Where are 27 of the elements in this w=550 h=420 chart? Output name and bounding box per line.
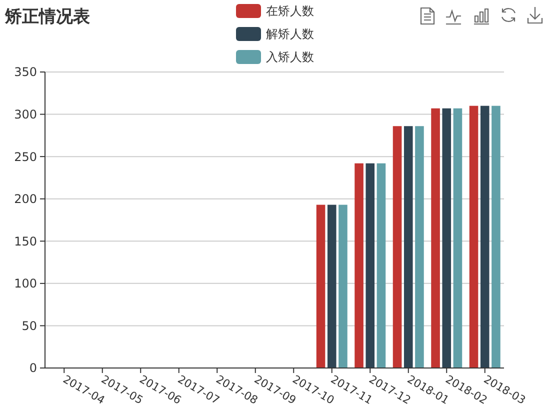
y-tick-label: 0 bbox=[29, 361, 37, 376]
bar bbox=[431, 108, 440, 368]
bar bbox=[453, 108, 462, 368]
legend-label: 入矫人数 bbox=[266, 50, 314, 64]
y-tick-label: 50 bbox=[22, 318, 37, 333]
bar bbox=[316, 204, 326, 368]
bar bbox=[338, 204, 348, 368]
y-tick-label: 300 bbox=[14, 107, 37, 122]
bar bbox=[366, 163, 375, 368]
legend-label: 在矫人数 bbox=[266, 4, 314, 18]
chart-title: 矫正情况表 bbox=[4, 7, 91, 27]
y-tick-label: 250 bbox=[14, 150, 37, 164]
y-tick-label: 150 bbox=[14, 234, 37, 248]
y-tick-label: 200 bbox=[14, 192, 37, 206]
bar bbox=[492, 106, 500, 368]
y-tick-label: 100 bbox=[14, 276, 37, 291]
bar bbox=[327, 204, 336, 368]
y-tick-label: 350 bbox=[14, 65, 37, 80]
bar bbox=[469, 106, 478, 368]
bar bbox=[480, 106, 490, 368]
bar bbox=[392, 126, 402, 368]
legend-label: 解矫人数 bbox=[266, 27, 314, 41]
bar bbox=[404, 126, 413, 368]
bar bbox=[376, 163, 386, 368]
bar bbox=[442, 108, 452, 368]
bar bbox=[415, 126, 424, 368]
bar bbox=[354, 163, 364, 368]
